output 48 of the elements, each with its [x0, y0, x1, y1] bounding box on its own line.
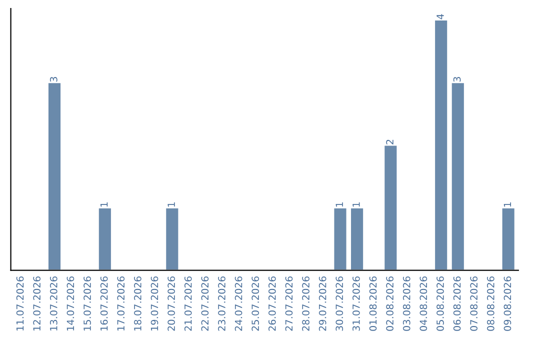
- x-tick-label: 31.07.2026: [352, 276, 360, 331]
- x-tick-label: 17.07.2026: [117, 276, 125, 330]
- x-tick-label: 11.07.2026: [16, 276, 24, 330]
- x-tick-label: 20.07.2026: [168, 276, 175, 331]
- data-label: 3: [453, 77, 461, 82]
- x-tick-label: 25.07.2026: [252, 276, 260, 331]
- x-tick-label: 28.07.2026: [302, 276, 310, 331]
- x-tick-label: 15.07.2026: [84, 276, 91, 330]
- x-tick-label: 22.07.2026: [201, 276, 209, 331]
- bar: [98, 206, 112, 270]
- x-tick-label: 12.07.2026: [33, 276, 41, 330]
- x-tick-label: 03.08.2026: [402, 276, 410, 331]
- x-tick-label: 30.07.2026: [336, 276, 344, 331]
- x-tick-label: 13.07.2026: [50, 276, 58, 330]
- x-tick-label: 26.07.2026: [268, 276, 276, 331]
- bar: [383, 144, 398, 270]
- x-tick-label: 09.08.2026: [504, 276, 512, 331]
- x-tick-label: 01.08.2026: [369, 276, 377, 331]
- x-tick-label: 14.07.2026: [66, 276, 74, 330]
- data-label: 1: [168, 202, 175, 207]
- data-label: 4: [436, 14, 444, 20]
- bar: [434, 19, 448, 270]
- x-tick-label: 29.07.2026: [318, 276, 326, 331]
- bar: [47, 82, 62, 270]
- bar: [350, 206, 364, 270]
- data-label: 3: [50, 77, 58, 82]
- data-label: 2: [386, 140, 394, 144]
- x-tick-label: 04.08.2026: [420, 276, 428, 331]
- x-tick-label: 18.07.2026: [134, 276, 142, 330]
- bar: [450, 82, 466, 270]
- x-tick-label: 21.07.2026: [184, 276, 192, 331]
- x-tick-label: 02.08.2026: [386, 276, 394, 331]
- data-label: 1: [504, 202, 511, 207]
- x-tick-label: 06.08.2026: [453, 276, 461, 331]
- x-tick-label: 19.07.2026: [150, 276, 158, 330]
- bar: [164, 206, 180, 270]
- x-tick-label: 08.08.2026: [486, 276, 494, 331]
- x-tick-label: 16.07.2026: [100, 276, 108, 330]
- data-label: 1: [100, 202, 108, 207]
- x-tick-label: 07.08.2026: [470, 276, 478, 331]
- bar: [332, 206, 348, 270]
- data-label: 1: [336, 202, 343, 207]
- x-tick-label: 05.08.2026: [436, 276, 444, 331]
- data-label: 1: [352, 202, 360, 207]
- x-tick-label: 27.07.2026: [285, 276, 293, 331]
- x-tick-label: 24.07.2026: [234, 276, 242, 331]
- x-tick-label: 23.07.2026: [218, 276, 226, 331]
- bar: [500, 206, 516, 270]
